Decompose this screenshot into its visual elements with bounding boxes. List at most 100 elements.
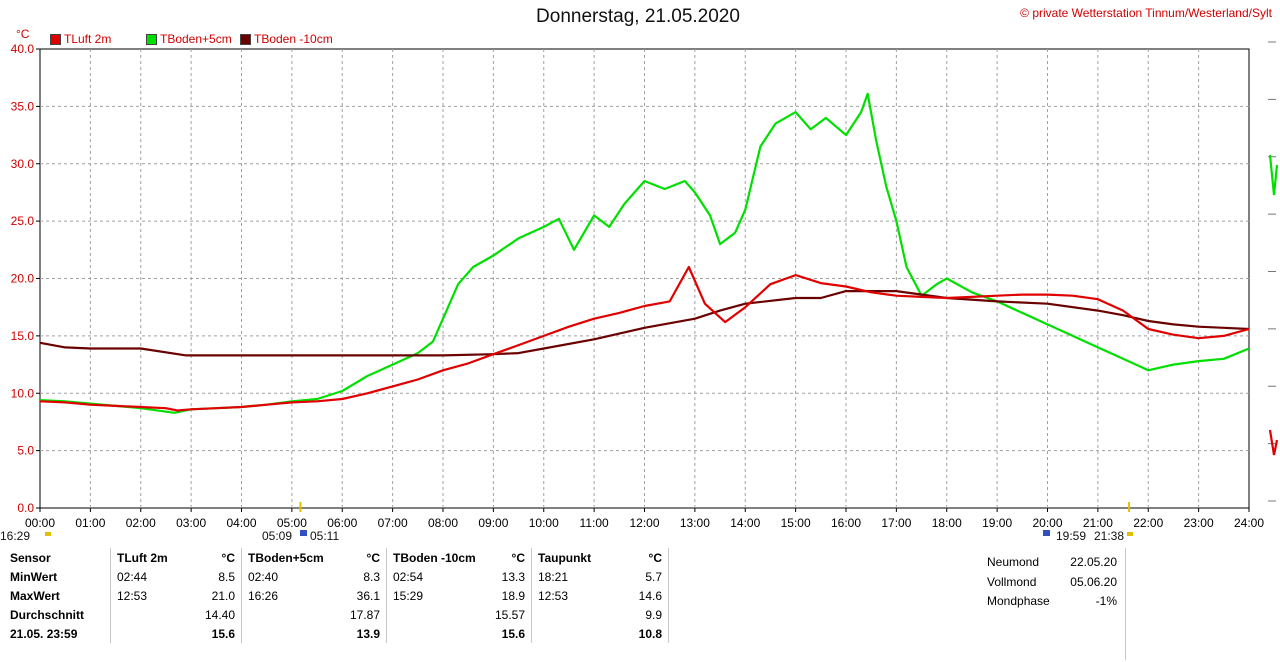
stats-value: 5.7: [645, 569, 662, 584]
y-axis-unit: °C: [16, 27, 30, 41]
stats-time: [241, 624, 314, 643]
stats-header-sensor: Sensor: [10, 550, 51, 565]
stats-value: 13.3: [501, 569, 525, 584]
chart-title: Donnerstag, 21.05.2020: [536, 6, 740, 27]
edge-fragment-tboden5: [1268, 154, 1279, 196]
moon-value: -1%: [1095, 594, 1117, 608]
x-tick-label: 01:00: [75, 516, 105, 530]
x-tick-label: 12:00: [629, 516, 659, 530]
x-tick-label: 24:00: [1234, 516, 1264, 530]
legend-label-tboden10: TBoden -10cm: [254, 32, 333, 46]
x-tick-label: 00:00: [25, 516, 55, 530]
x-tick-label: 09:00: [478, 516, 508, 530]
moon-divider: [1125, 548, 1126, 660]
sunrise-label-2: 05:11: [310, 529, 340, 543]
temperature-chart: 00:00 01:00 02:00 03:00 04:00 05:00 06:00 07:00…: [11, 41, 1279, 536]
stats-time: [241, 605, 314, 624]
x-tick-label: 14:00: [730, 516, 760, 530]
stats-value: 18.9: [501, 588, 525, 603]
stats-row-current: 21.05. 23:59 15.6 13.9 15.6 10.8: [4, 624, 682, 643]
y-tick-label: 30.0: [11, 157, 35, 171]
series-line-tboden5: [39, 92, 1250, 414]
y-tick-label: 35.0: [11, 99, 35, 113]
legend-label-tluft: TLuft 2m: [64, 32, 112, 46]
stats-value: 15.6: [211, 626, 235, 641]
x-tick-label: 05:00: [277, 516, 307, 530]
stats-time: [110, 605, 176, 624]
stats-time: [110, 624, 176, 643]
x-tick-label: 18:00: [932, 516, 962, 530]
x-tick-label: 13:00: [680, 516, 710, 530]
moon-row-neumond: Neumond 22.05.20: [987, 555, 1117, 575]
x-tick-label: 03:00: [176, 516, 206, 530]
legend-item-tboden5: TBoden+5cm: [146, 32, 232, 46]
stats-header-taupunkt: Taupunkt °C: [531, 548, 669, 567]
moon-row-vollmond: Vollmond 05.06.20: [987, 575, 1117, 595]
x-tick-label: 10:00: [529, 516, 559, 530]
moon-value: 05.06.20: [1070, 574, 1117, 589]
sun-marker-left: [45, 532, 51, 536]
y-tick-label: 10.0: [11, 386, 35, 400]
y-tick-label: 40.0: [11, 42, 35, 56]
moon-value: 22.05.20: [1070, 555, 1117, 569]
x-tick-label: 04:00: [226, 516, 256, 530]
stats-time: 18:21: [530, 567, 606, 586]
stats-row-label: Durchschnitt: [10, 607, 85, 622]
stats-value: 15.57: [494, 607, 525, 622]
moon-info: Neumond 22.05.20 Vollmond 05.06.20 Mondpha…: [987, 555, 1117, 614]
copyright-label: © private Wetterstation Tinnum/Westerlan…: [1020, 6, 1272, 20]
stats-time: [386, 605, 459, 624]
y-tick-label: 5.0: [17, 444, 34, 458]
stats-row-max: MaxWert 12:53 21.0 16:26 36.1 15:29 18.9 12…: [4, 586, 682, 605]
moonset-icon: [1043, 530, 1050, 536]
sunset-marker-right: [1127, 532, 1133, 536]
legend-item-tluft: TLuft 2m: [50, 32, 111, 46]
stats-row-min: MinWert 02:44 8.5 02:40 8.3 02:54 13.3 18:2…: [4, 567, 682, 586]
moon-row-phase: Mondphase -1%: [987, 594, 1117, 614]
y-tick-label: 20.0: [11, 272, 35, 286]
stats-time: 12:53: [110, 586, 176, 605]
x-tick-label: 21:00: [1083, 516, 1113, 530]
x-tick-label: 22:00: [1133, 516, 1163, 530]
moon-label: Neumond: [987, 555, 1040, 569]
series-line-tboden10: [39, 290, 1250, 357]
stats-value: 13.9: [356, 626, 380, 641]
stats-value: 15.6: [501, 626, 525, 641]
moon-label: Mondphase: [987, 594, 1050, 608]
stats-time: 02:54: [386, 567, 459, 586]
stats-time: [530, 624, 606, 643]
stats-time: [386, 624, 459, 643]
x-tick-label: 16:00: [831, 516, 861, 530]
edge-fragment-tluft: [1268, 429, 1279, 456]
x-tick-label: 08:00: [428, 516, 458, 530]
stats-header-tboden5: TBoden+5cm °C: [241, 548, 387, 567]
stats-value: 36.1: [356, 588, 380, 603]
y-tick-label: 25.0: [11, 214, 35, 228]
stats-row-avg: Durchschnitt 14.40 17.87 15.57 9.9: [4, 605, 682, 624]
stats-time: 15:29: [386, 586, 459, 605]
legend-item-tboden10: TBoden -10cm: [240, 32, 333, 46]
stats-time: 02:44: [110, 567, 176, 586]
stats-value: 8.5: [218, 569, 235, 584]
legend-label-tboden5: TBoden+5cm: [160, 32, 232, 46]
stats-value: 14.6: [638, 588, 662, 603]
x-tick-label: 07:00: [378, 516, 408, 530]
stats-row-label: 21.05. 23:59: [10, 626, 78, 641]
x-tick-label: 23:00: [1184, 516, 1214, 530]
stats-header-row: Sensor TLuft 2m °C TBoden+5cm °C TBoden -1…: [4, 548, 682, 567]
stats-time: [530, 605, 606, 624]
sunset-label: 19:59: [1056, 529, 1087, 543]
sunrise-label: 05:09: [262, 529, 293, 543]
x-tick-label: 19:00: [982, 516, 1012, 530]
stats-row-label: MaxWert: [10, 588, 60, 603]
stats-row-label: MinWert: [10, 569, 58, 584]
sun-label-left: 16:29: [0, 529, 31, 543]
moonrise-icon: [300, 530, 307, 536]
x-tick-label: 20:00: [1032, 516, 1062, 530]
stats-value: 14.40: [204, 607, 235, 622]
y-tick-label: 0.0: [17, 501, 34, 515]
x-tick-label: 02:00: [126, 516, 156, 530]
x-tick-label: 17:00: [881, 516, 911, 530]
legend-swatch-tluft: [50, 33, 61, 45]
stats-header-tluft: TLuft 2m °C: [110, 548, 242, 567]
